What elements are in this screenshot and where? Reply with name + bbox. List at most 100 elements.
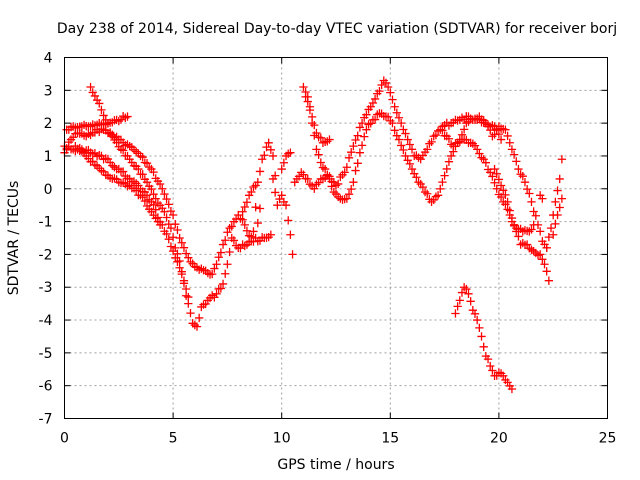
data-point (179, 276, 189, 285)
data-point (357, 118, 367, 128)
y-tick-label: -5 (39, 346, 53, 362)
data-point (542, 267, 551, 276)
data-point (455, 135, 464, 144)
data-markers (60, 76, 567, 394)
y-tick-label: -1 (39, 215, 53, 231)
y-tick-label: 3 (44, 83, 53, 99)
data-point (310, 184, 319, 193)
data-point (512, 227, 521, 236)
data-point (370, 115, 380, 124)
data-point (507, 145, 517, 154)
data-point (538, 194, 547, 203)
data-point (208, 269, 217, 279)
data-point (355, 148, 365, 157)
data-point (299, 82, 308, 92)
data-point (549, 230, 558, 239)
data-point (158, 184, 167, 193)
data-point (477, 332, 486, 341)
data-point (164, 235, 173, 244)
data-point (123, 112, 132, 121)
data-point (184, 253, 193, 262)
data-point (353, 131, 362, 140)
data-point (544, 276, 554, 285)
y-tick-label: -2 (39, 247, 53, 263)
y-tick-label: -4 (39, 313, 53, 329)
data-point (251, 181, 260, 190)
data-point (142, 191, 152, 200)
data-point (555, 174, 564, 184)
data-point (253, 218, 262, 228)
data-point (249, 227, 258, 236)
data-point (390, 102, 399, 111)
data-point (286, 230, 295, 239)
data-point (216, 284, 226, 293)
data-point (155, 179, 165, 189)
data-point (355, 123, 365, 132)
data-point (171, 243, 180, 252)
data-point (268, 151, 278, 161)
x-tick-label: 15 (381, 431, 399, 447)
data-point (407, 164, 417, 174)
data-point (177, 238, 186, 247)
chart-title: Day 238 of 2014, Sidereal Day-to-day VTE… (57, 21, 617, 37)
series-track-q (549, 194, 567, 239)
data-point (444, 134, 454, 143)
data-point (223, 260, 232, 269)
data-point (394, 113, 404, 122)
data-point (162, 229, 171, 239)
data-point (536, 250, 545, 259)
data-point (344, 190, 354, 199)
data-point (271, 188, 280, 197)
data-point (555, 203, 564, 212)
data-point (310, 120, 319, 130)
data-point (518, 172, 527, 181)
data-point (405, 159, 414, 169)
data-point (218, 240, 228, 249)
data-point (490, 164, 499, 174)
x-tick-label: 20 (490, 431, 508, 447)
data-point (262, 142, 271, 152)
x-tick-label: 10 (273, 431, 291, 447)
data-point (342, 194, 352, 203)
data-point (240, 202, 249, 212)
data-point (173, 249, 182, 258)
series-track-o (490, 164, 554, 285)
data-point (455, 296, 464, 305)
data-point (255, 204, 265, 213)
data-point (557, 194, 567, 203)
data-point (134, 164, 143, 174)
data-point (542, 243, 551, 252)
x-tick-label: 5 (169, 431, 178, 447)
data-point (551, 197, 560, 207)
series-track-m (438, 112, 506, 144)
data-point (520, 178, 530, 187)
data-point (229, 236, 239, 245)
data-point (351, 135, 360, 145)
data-point (353, 159, 362, 168)
data-point (181, 284, 191, 294)
data-point (168, 233, 178, 242)
data-point (551, 219, 560, 228)
data-point (173, 225, 182, 235)
data-point (155, 220, 165, 230)
series-track-i (277, 148, 295, 174)
data-point (446, 151, 456, 161)
data-point (486, 361, 495, 371)
data-point (388, 118, 397, 128)
series-track-r (536, 191, 547, 203)
data-point (247, 232, 256, 241)
data-point (314, 150, 323, 159)
data-point (247, 187, 256, 197)
data-point (184, 292, 193, 302)
data-point (483, 354, 493, 364)
data-point (221, 269, 230, 278)
data-point (132, 186, 141, 195)
data-point (118, 167, 128, 176)
data-point (214, 253, 223, 262)
data-point (538, 255, 547, 264)
data-point (320, 164, 330, 174)
data-point (357, 141, 367, 150)
data-point (546, 224, 556, 233)
data-point (488, 172, 497, 181)
data-point (90, 91, 100, 101)
